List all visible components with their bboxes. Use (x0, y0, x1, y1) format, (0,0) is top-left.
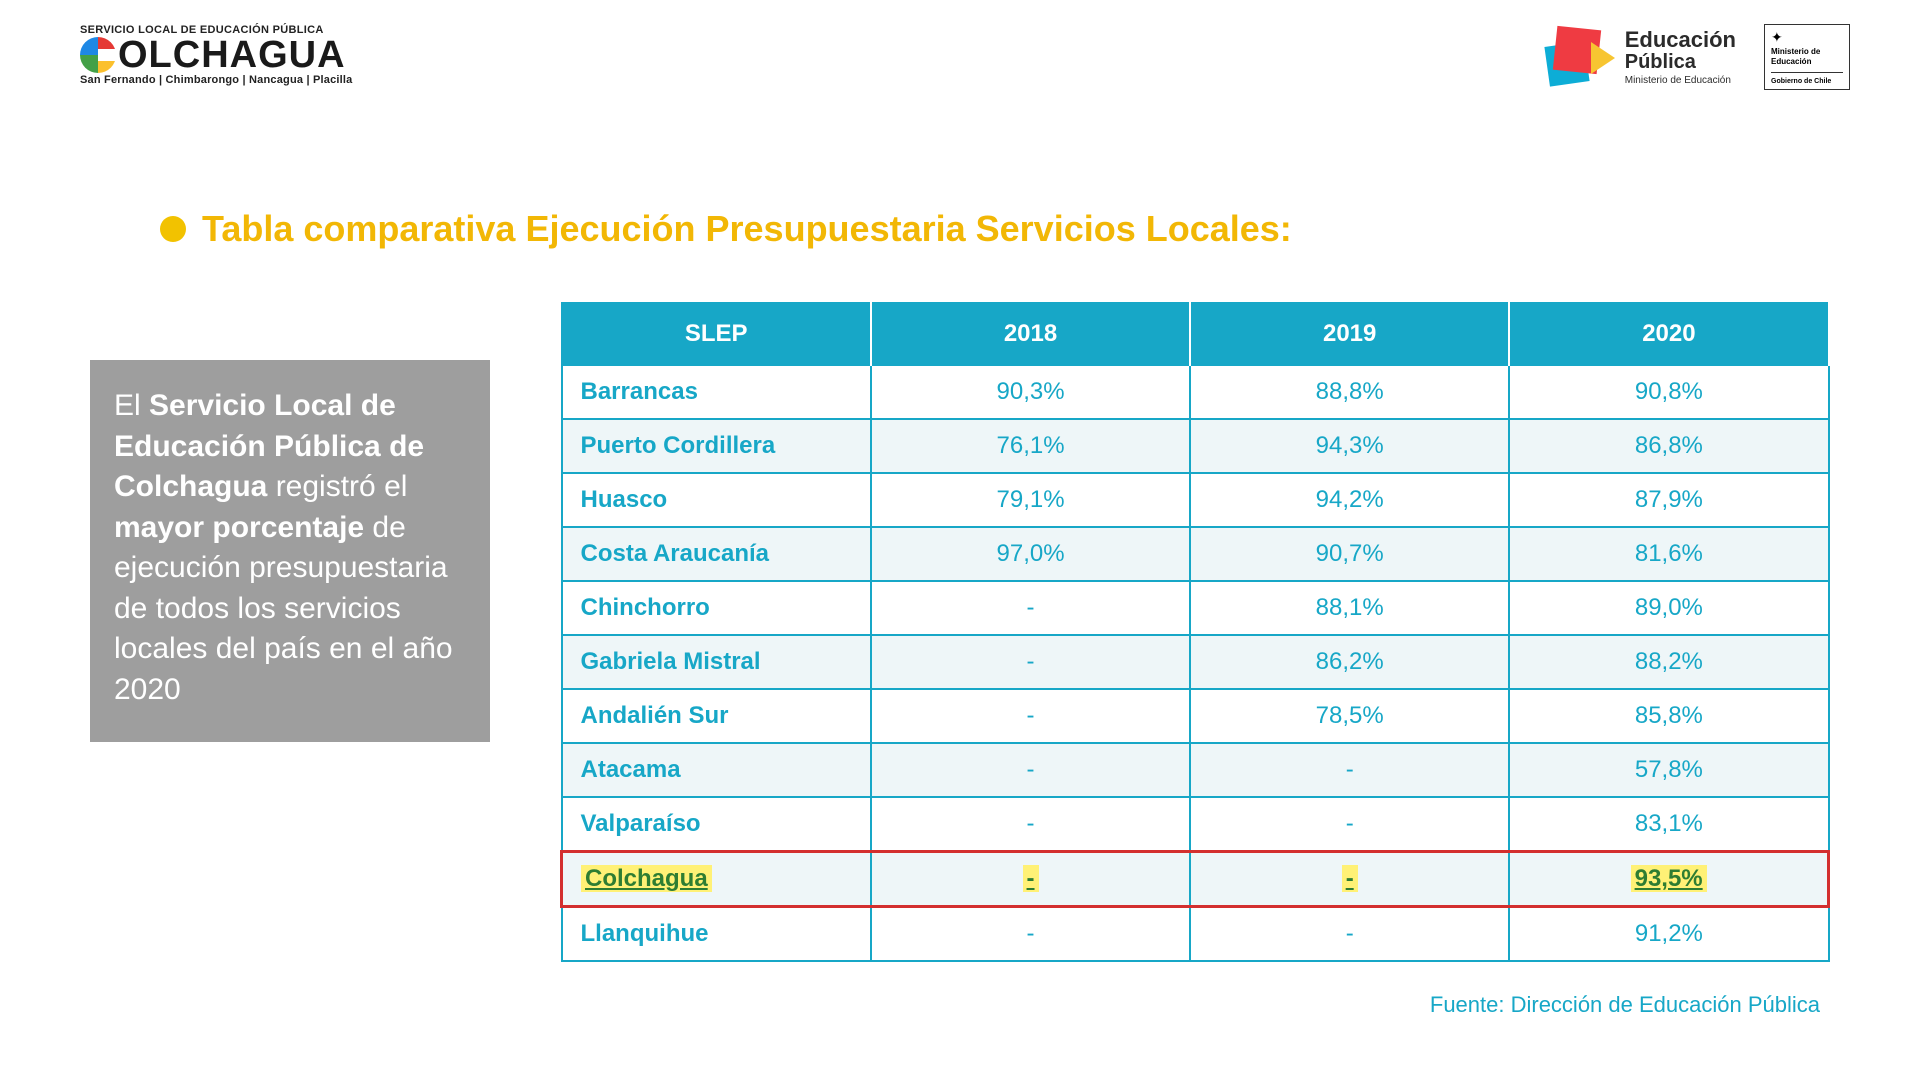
table-row-value: 88,1% (1190, 581, 1509, 635)
crest-icon: ✦ (1771, 29, 1783, 46)
table-wrap: SLEP201820192020 Barrancas90,3%88,8%90,8… (560, 302, 1830, 962)
table-row-name: Puerto Cordillera (562, 419, 871, 473)
table-row: Costa Araucanía97,0%90,7%81,6% (562, 527, 1829, 581)
summary-mid1: registró el (267, 470, 407, 503)
table-row-value: 81,6% (1509, 527, 1828, 581)
table-row-name: Huasco (562, 473, 871, 527)
budget-table: SLEP201820192020 Barrancas90,3%88,8%90,8… (560, 302, 1830, 962)
table-row-name: Andalién Sur (562, 689, 871, 743)
gov-l1: Ministerio de (1771, 48, 1820, 56)
table-row-value: - (1190, 852, 1509, 907)
table-row: Atacama--57,8% (562, 743, 1829, 797)
table-row-value: 88,2% (1509, 635, 1828, 689)
table-row-value: 57,8% (1509, 743, 1828, 797)
table-row-value: 93,5% (1509, 852, 1828, 907)
table-row-value: 86,8% (1509, 419, 1828, 473)
table-header-cell: 2018 (871, 303, 1190, 365)
table-row-value: 89,0% (1509, 581, 1828, 635)
table-row-name: Chinchorro (562, 581, 871, 635)
table-row-value: 90,3% (871, 365, 1190, 419)
logo-gobierno-chile: ✦ Ministerio de Educación Gobierno de Ch… (1764, 24, 1850, 90)
table-row-name: Atacama (562, 743, 871, 797)
table-row: Huasco79,1%94,2%87,9% (562, 473, 1829, 527)
table-row-name: Colchagua (562, 852, 871, 907)
logo-colchagua: SERVICIO LOCAL DE EDUCACIÓN PÚBLICA OLCH… (80, 24, 353, 134)
table-header-cell: 2020 (1509, 303, 1828, 365)
table-row-value: 94,3% (1190, 419, 1509, 473)
ep-line3: Ministerio de Educación (1625, 75, 1736, 86)
table-row: Chinchorro-88,1%89,0% (562, 581, 1829, 635)
summary-bold2: mayor porcentaje (114, 511, 364, 544)
table-row-value: 85,8% (1509, 689, 1828, 743)
table-row-name: Gabriela Mistral (562, 635, 871, 689)
logo-c-icon (80, 37, 116, 73)
logo-sub: San Fernando | Chimbarongo | Nancagua | … (80, 74, 353, 86)
table-row-name: Valparaíso (562, 797, 871, 852)
table-row: Valparaíso--83,1% (562, 797, 1829, 852)
table-row-name: Barrancas (562, 365, 871, 419)
table-row-value: 91,2% (1509, 907, 1828, 962)
table-row: Colchagua--93,5% (562, 852, 1829, 907)
table-row-value: 90,8% (1509, 365, 1828, 419)
table-row-value: 94,2% (1190, 473, 1509, 527)
table-row-value: - (1190, 907, 1509, 962)
table-row-value: 88,8% (1190, 365, 1509, 419)
table-row-value: 79,1% (871, 473, 1190, 527)
table-row: Puerto Cordillera76,1%94,3%86,8% (562, 419, 1829, 473)
header: SERVICIO LOCAL DE EDUCACIÓN PÚBLICA OLCH… (0, 24, 1920, 134)
table-row: Llanquihue--91,2% (562, 907, 1829, 962)
gov-l3: Gobierno de Chile (1771, 78, 1831, 85)
table-row-value: 86,2% (1190, 635, 1509, 689)
title-row: Tabla comparativa Ejecución Presupuestar… (160, 208, 1292, 250)
title-bullet-icon (160, 216, 186, 242)
table-row-value: 76,1% (871, 419, 1190, 473)
logo-brand-text: OLCHAGUA (118, 36, 346, 74)
table-row-value: 97,0% (871, 527, 1190, 581)
table-header-cell: 2019 (1190, 303, 1509, 365)
ep-text: Educación Pública Ministerio de Educació… (1625, 27, 1736, 86)
table-row-value: 90,7% (1190, 527, 1509, 581)
table-header-cell: SLEP (562, 303, 871, 365)
table-row-value: - (871, 852, 1190, 907)
table-row-value: 87,9% (1509, 473, 1828, 527)
table-header-row: SLEP201820192020 (562, 303, 1829, 365)
summary-pre: El (114, 389, 149, 422)
table-row: Gabriela Mistral-86,2%88,2% (562, 635, 1829, 689)
table-row-value: - (871, 743, 1190, 797)
table-row-value: - (871, 907, 1190, 962)
page-title: Tabla comparativa Ejecución Presupuestar… (202, 208, 1292, 250)
summary-box: El Servicio Local de Educación Pública d… (90, 360, 490, 742)
table-row: Barrancas90,3%88,8%90,8% (562, 365, 1829, 419)
gov-l2: Educación (1771, 58, 1811, 66)
table-row-name: Llanquihue (562, 907, 871, 962)
ep-line2: Pública (1625, 53, 1736, 71)
table-row-name: Costa Araucanía (562, 527, 871, 581)
table-row-value: - (1190, 743, 1509, 797)
table-body: Barrancas90,3%88,8%90,8%Puerto Cordiller… (562, 365, 1829, 961)
ep-line1: Educación (1625, 27, 1736, 53)
logo-brand: OLCHAGUA (80, 36, 353, 74)
table-row-value: 83,1% (1509, 797, 1828, 852)
table-row-value: - (871, 581, 1190, 635)
logo-educacion-publica: Educación Pública Ministerio de Educació… (1547, 24, 1736, 88)
table-row: Andalién Sur-78,5%85,8% (562, 689, 1829, 743)
table-row-value: - (871, 635, 1190, 689)
header-right: Educación Pública Ministerio de Educació… (1547, 24, 1850, 134)
table-row-value: - (871, 797, 1190, 852)
ep-mark-icon (1547, 24, 1611, 88)
table-row-value: - (1190, 797, 1509, 852)
source-note: Fuente: Dirección de Educación Pública (1430, 992, 1820, 1018)
table-row-value: 78,5% (1190, 689, 1509, 743)
table-row-value: - (871, 689, 1190, 743)
